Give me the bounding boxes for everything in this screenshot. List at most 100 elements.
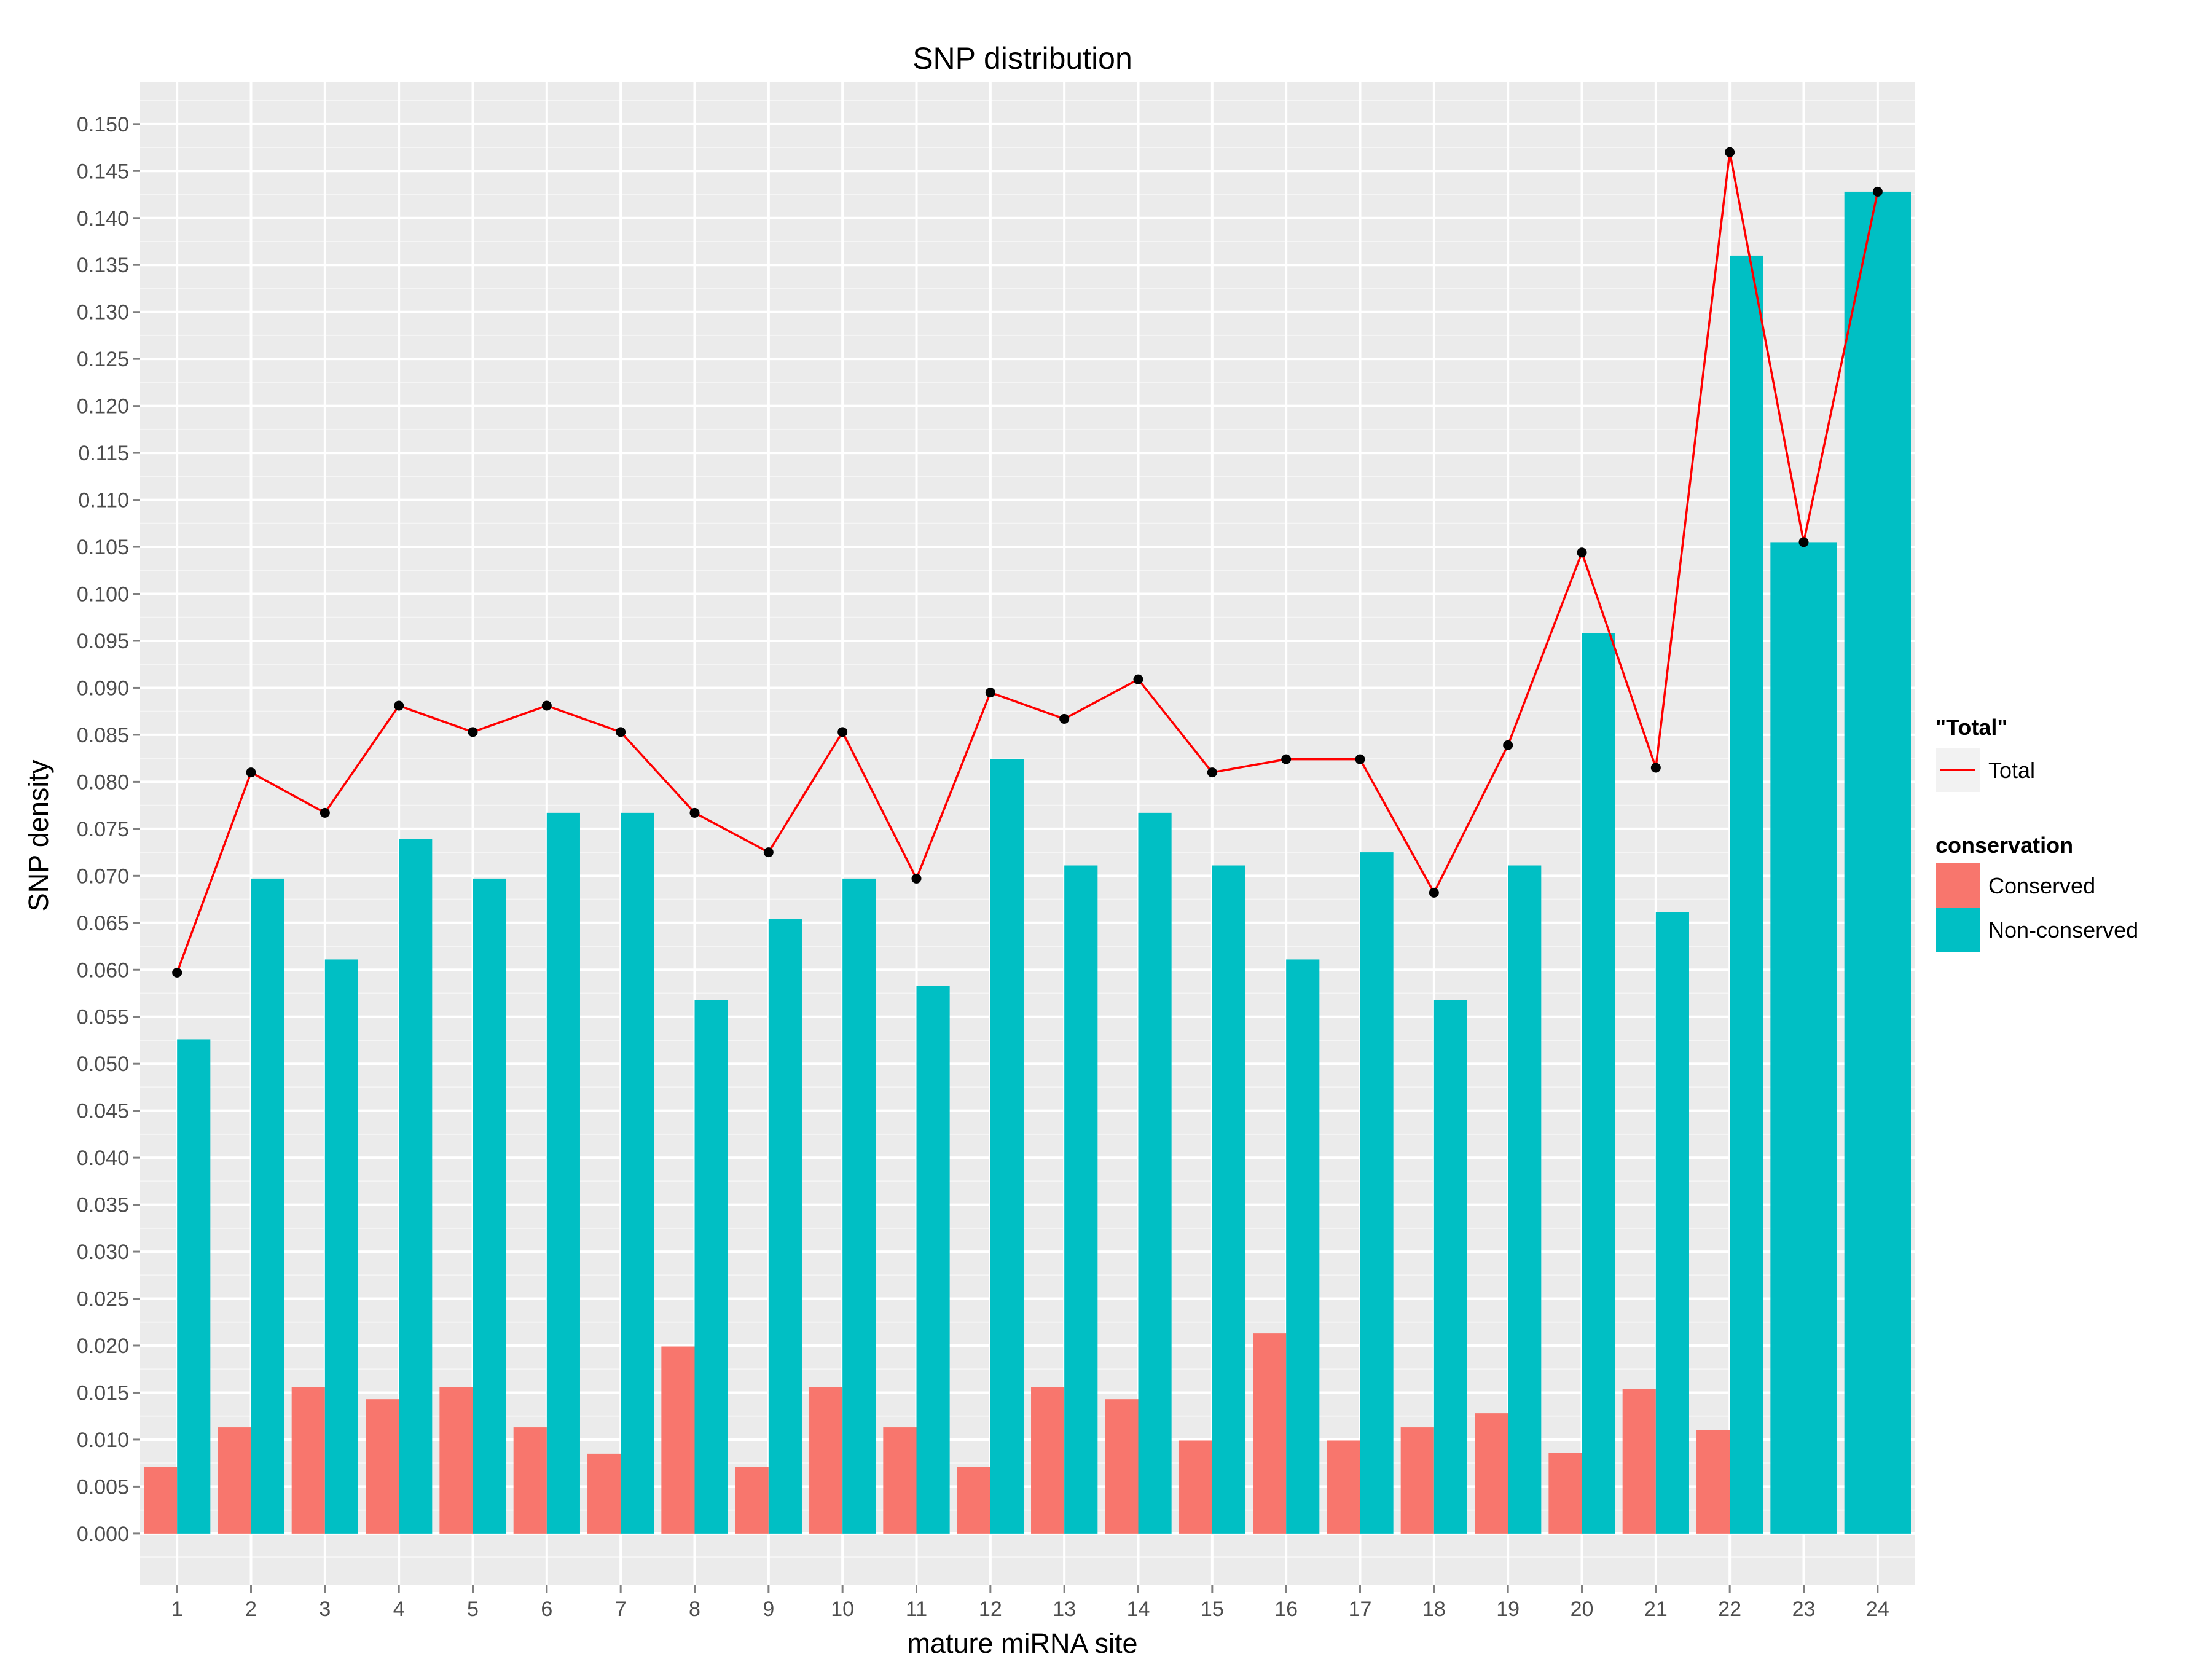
- bar-conserved: [1031, 1387, 1065, 1534]
- x-tick-label: 20: [1571, 1598, 1594, 1621]
- bar-conserved: [218, 1427, 251, 1534]
- y-tick-label: 0.040: [77, 1147, 129, 1170]
- x-tick-label: 2: [245, 1598, 257, 1621]
- y-tick-label: 0.085: [77, 724, 129, 747]
- point-total: [1059, 713, 1070, 724]
- point-total: [837, 727, 848, 737]
- point-total: [1872, 186, 1883, 197]
- bar-conserved: [366, 1399, 399, 1534]
- x-tick-label: 8: [689, 1598, 700, 1621]
- y-tick-label: 0.135: [77, 254, 129, 277]
- legend-line-title: "Total": [1936, 715, 2007, 740]
- point-total: [1207, 767, 1217, 778]
- bar-conserved: [291, 1387, 325, 1534]
- bar-conserved: [144, 1467, 178, 1534]
- bar-conserved: [735, 1467, 769, 1534]
- bar-non-conserved: [1286, 959, 1320, 1534]
- x-tick-label: 5: [467, 1598, 479, 1621]
- chart-title: SNP distribution: [912, 41, 1132, 76]
- legend-label-non-conserved: Non-conserved: [1988, 917, 2138, 943]
- x-tick-label: 19: [1496, 1598, 1520, 1621]
- point-total: [1503, 740, 1513, 750]
- bar-non-conserved: [842, 878, 876, 1534]
- y-axis-label: SNP density: [23, 759, 54, 911]
- y-tick-label: 0.030: [77, 1241, 129, 1264]
- point-total: [985, 688, 995, 698]
- bar-non-conserved: [399, 839, 433, 1534]
- bar-conserved: [513, 1427, 547, 1534]
- bar-non-conserved: [621, 812, 654, 1534]
- bar-non-conserved: [916, 986, 950, 1534]
- bar-non-conserved: [1064, 865, 1098, 1534]
- x-tick-label: 6: [541, 1598, 552, 1621]
- bar-non-conserved: [990, 759, 1024, 1534]
- point-total: [394, 700, 404, 711]
- point-total: [541, 700, 552, 711]
- y-tick-label: 0.090: [77, 677, 129, 700]
- bar-non-conserved: [768, 919, 802, 1534]
- series-line-total: [176, 152, 1879, 973]
- y-tick-label: 0.120: [77, 395, 129, 418]
- y-tick-label: 0.140: [77, 207, 129, 230]
- legend: "Total" Total conservation Conserved Non…: [1936, 715, 2138, 952]
- legend-key-non-conserved: [1936, 908, 1980, 952]
- bar-non-conserved: [1433, 1000, 1467, 1534]
- bar-non-conserved: [1360, 852, 1394, 1534]
- y-tick-label: 0.080: [77, 771, 129, 794]
- y-tick-label: 0.000: [77, 1523, 129, 1546]
- bar-non-conserved: [1770, 542, 1837, 1534]
- plot-area: [140, 82, 1915, 1585]
- bar-conserved: [661, 1346, 695, 1534]
- bar-conserved: [1400, 1427, 1434, 1534]
- x-tick-label: 18: [1422, 1598, 1446, 1621]
- y-tick-label: 0.065: [77, 912, 129, 935]
- bar-conserved: [587, 1453, 621, 1534]
- bar-non-conserved: [1844, 191, 1911, 1534]
- bar-conserved: [1548, 1453, 1582, 1534]
- y-tick-label: 0.035: [77, 1194, 129, 1217]
- point-total: [911, 873, 922, 884]
- point-total: [320, 807, 330, 818]
- bar-non-conserved: [1138, 812, 1172, 1534]
- x-tick-label: 23: [1792, 1598, 1816, 1621]
- bar-non-conserved: [1582, 633, 1615, 1534]
- legend-fill-title: conservation: [1936, 833, 2073, 858]
- y-tick-label: 0.070: [77, 865, 129, 888]
- y-tick-label: 0.145: [77, 160, 129, 183]
- y-tick-label: 0.010: [77, 1429, 129, 1452]
- x-tick-label: 21: [1644, 1598, 1668, 1621]
- x-tick-label: 3: [319, 1598, 331, 1621]
- y-tick-label: 0.130: [77, 301, 129, 324]
- y-tick-label: 0.105: [77, 536, 129, 559]
- point-total: [1798, 537, 1809, 547]
- x-tick-label: 17: [1349, 1598, 1372, 1621]
- y-tick-label: 0.125: [77, 348, 129, 371]
- y-tick-label: 0.110: [78, 489, 129, 512]
- x-tick-label: 22: [1718, 1598, 1741, 1621]
- x-axis-label: mature miRNA site: [907, 1628, 1137, 1659]
- y-tick-label: 0.060: [77, 959, 129, 982]
- x-tick-label: 7: [615, 1598, 627, 1621]
- y-tick-label: 0.095: [77, 630, 129, 653]
- point-total: [1429, 887, 1439, 898]
- bar-non-conserved: [473, 878, 506, 1534]
- x-tick-label: 11: [906, 1598, 927, 1621]
- x-tick-label: 13: [1053, 1598, 1076, 1621]
- x-tick-label: 9: [763, 1598, 774, 1621]
- bar-non-conserved: [1508, 865, 1542, 1534]
- x-axis: 1 2 3 4 5 6 7 8 9 10 11 12 13 14 15 16 17 18 19 20 21 22 23 24: [171, 1585, 1889, 1621]
- bar-conserved: [1327, 1440, 1360, 1534]
- point-total: [1650, 763, 1661, 773]
- y-tick-label: 0.015: [77, 1381, 129, 1405]
- point-total: [616, 727, 626, 737]
- bar-non-conserved: [324, 959, 358, 1534]
- bar-conserved: [1105, 1399, 1139, 1534]
- x-tick-label: 14: [1127, 1598, 1150, 1621]
- bar-conserved: [1253, 1333, 1287, 1534]
- x-tick-label: 15: [1201, 1598, 1224, 1621]
- y-tick-label: 0.025: [77, 1288, 129, 1311]
- point-total: [468, 727, 478, 737]
- bar-non-conserved: [1655, 912, 1689, 1534]
- point-total: [172, 967, 182, 978]
